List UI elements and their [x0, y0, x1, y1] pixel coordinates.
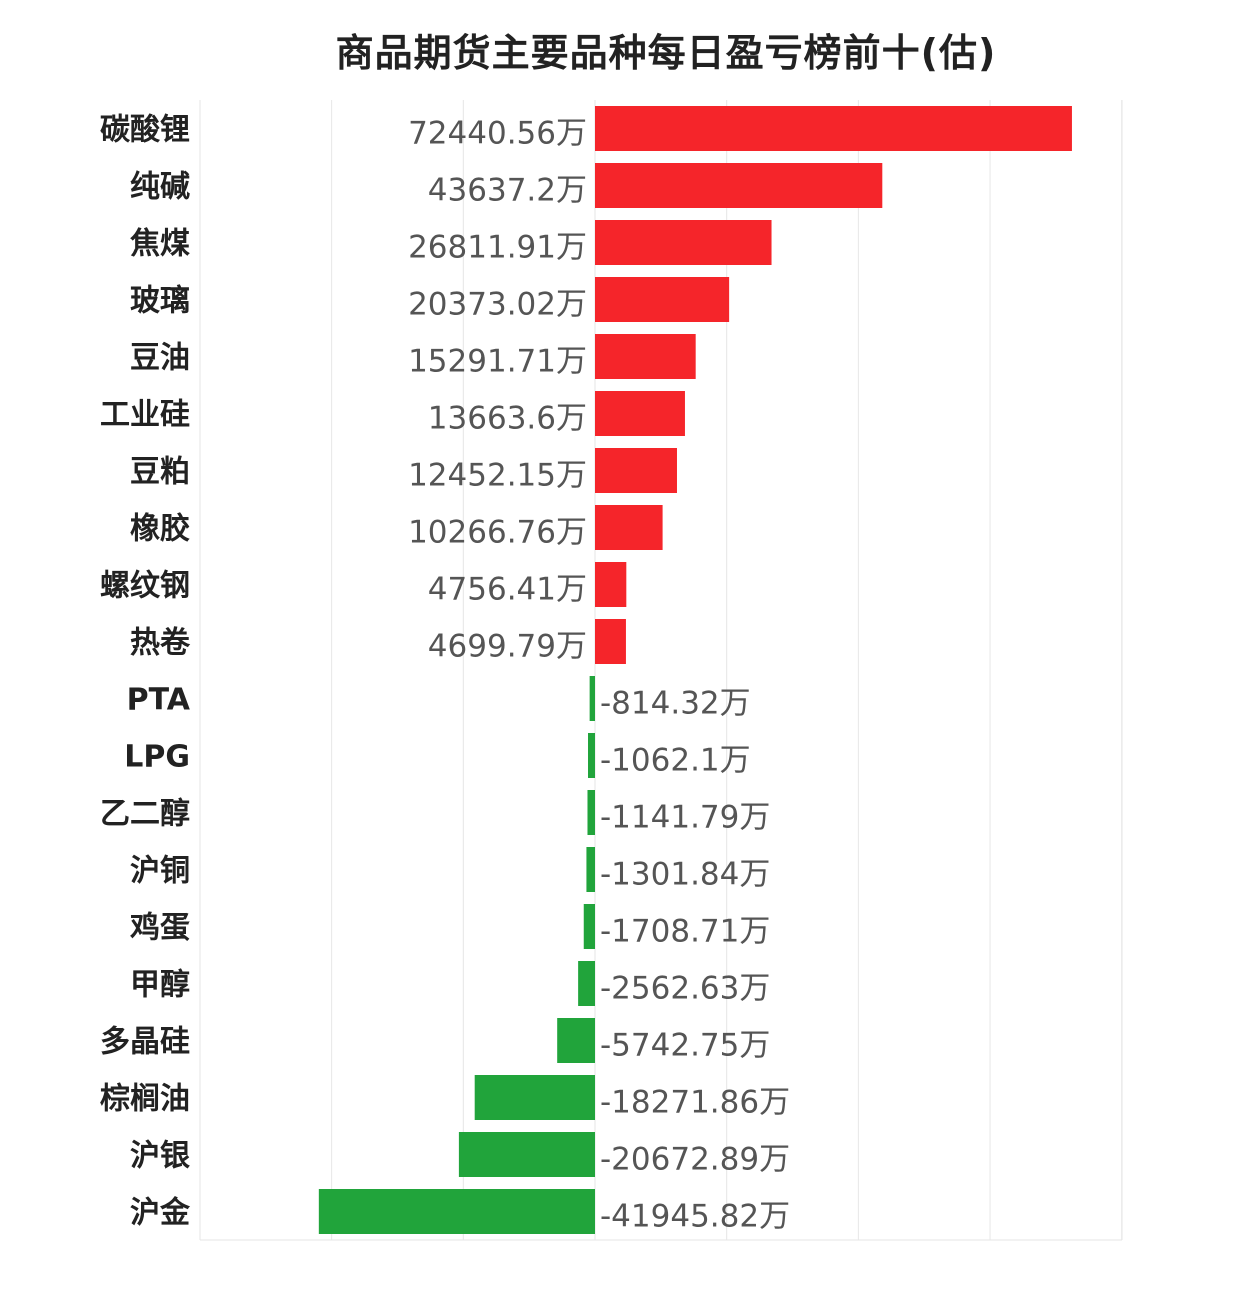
- bar-10: [589, 676, 595, 721]
- bar-1: [595, 163, 883, 208]
- category-label: 热卷: [130, 626, 191, 661]
- category-label: 纯碱: [130, 170, 190, 205]
- category-label: 棕榈油: [100, 1082, 190, 1117]
- value-label: -41945.82万: [600, 1199, 790, 1235]
- value-label: 15291.71万: [408, 344, 587, 380]
- bar-7: [595, 505, 663, 550]
- category-label: 碳酸锂: [100, 113, 190, 148]
- value-label: -814.32万: [600, 686, 751, 722]
- category-label: PTA: [127, 683, 191, 718]
- chart-title: 商品期货主要品种每日盈亏榜前十(估): [335, 31, 997, 75]
- category-label: 工业硅: [100, 398, 190, 433]
- bar-14: [583, 904, 595, 949]
- value-label: 10266.76万: [408, 515, 587, 551]
- category-label: 豆粕: [130, 455, 190, 490]
- value-label: 26811.91万: [408, 230, 587, 266]
- bar-19: [318, 1189, 595, 1234]
- category-label: 豆油: [130, 341, 190, 376]
- value-label: -2562.63万: [600, 971, 770, 1007]
- category-label: 沪金: [130, 1196, 191, 1231]
- category-label: 鸡蛋: [130, 911, 190, 946]
- category-label: 沪铜: [130, 854, 190, 889]
- value-label: -18271.86万: [600, 1085, 790, 1121]
- bar-5: [595, 391, 685, 436]
- bar-3: [595, 277, 730, 322]
- value-label: -1062.1万: [600, 743, 751, 779]
- bar-2: [595, 220, 772, 265]
- bar-12: [587, 790, 595, 835]
- category-label: LPG: [124, 740, 190, 775]
- bar-11: [588, 733, 595, 778]
- category-label: 沪银: [130, 1139, 190, 1174]
- bar-13: [586, 847, 595, 892]
- category-label: 橡胶: [130, 512, 190, 547]
- value-label: -1141.79万: [600, 800, 770, 836]
- bar-4: [595, 334, 696, 379]
- bar-18: [458, 1132, 595, 1177]
- value-label: -1301.84万: [600, 857, 770, 893]
- value-label: -5742.75万: [600, 1028, 770, 1064]
- value-label: -20672.89万: [600, 1142, 790, 1178]
- bar-17: [474, 1075, 595, 1120]
- value-label: 13663.6万: [428, 401, 587, 437]
- value-label: 43637.2万: [428, 173, 587, 209]
- bar-6: [595, 448, 677, 493]
- bar-8: [595, 562, 627, 607]
- category-label: 乙二醇: [100, 797, 190, 832]
- category-label: 多晶硅: [100, 1025, 190, 1060]
- bar-15: [578, 961, 595, 1006]
- category-label: 甲醇: [130, 968, 190, 1003]
- category-label: 玻璃: [130, 284, 190, 319]
- value-label: 4699.79万: [428, 629, 587, 665]
- value-label: 4756.41万: [428, 572, 587, 608]
- bar-9: [595, 619, 626, 664]
- bar-16: [557, 1018, 595, 1063]
- value-label: 12452.15万: [408, 458, 587, 494]
- value-label: 20373.02万: [408, 287, 587, 323]
- category-label: 焦煤: [130, 227, 190, 262]
- value-label: 72440.56万: [408, 116, 587, 152]
- value-label: -1708.71万: [600, 914, 770, 950]
- bar-0: [595, 106, 1072, 151]
- category-label: 螺纹钢: [100, 569, 190, 604]
